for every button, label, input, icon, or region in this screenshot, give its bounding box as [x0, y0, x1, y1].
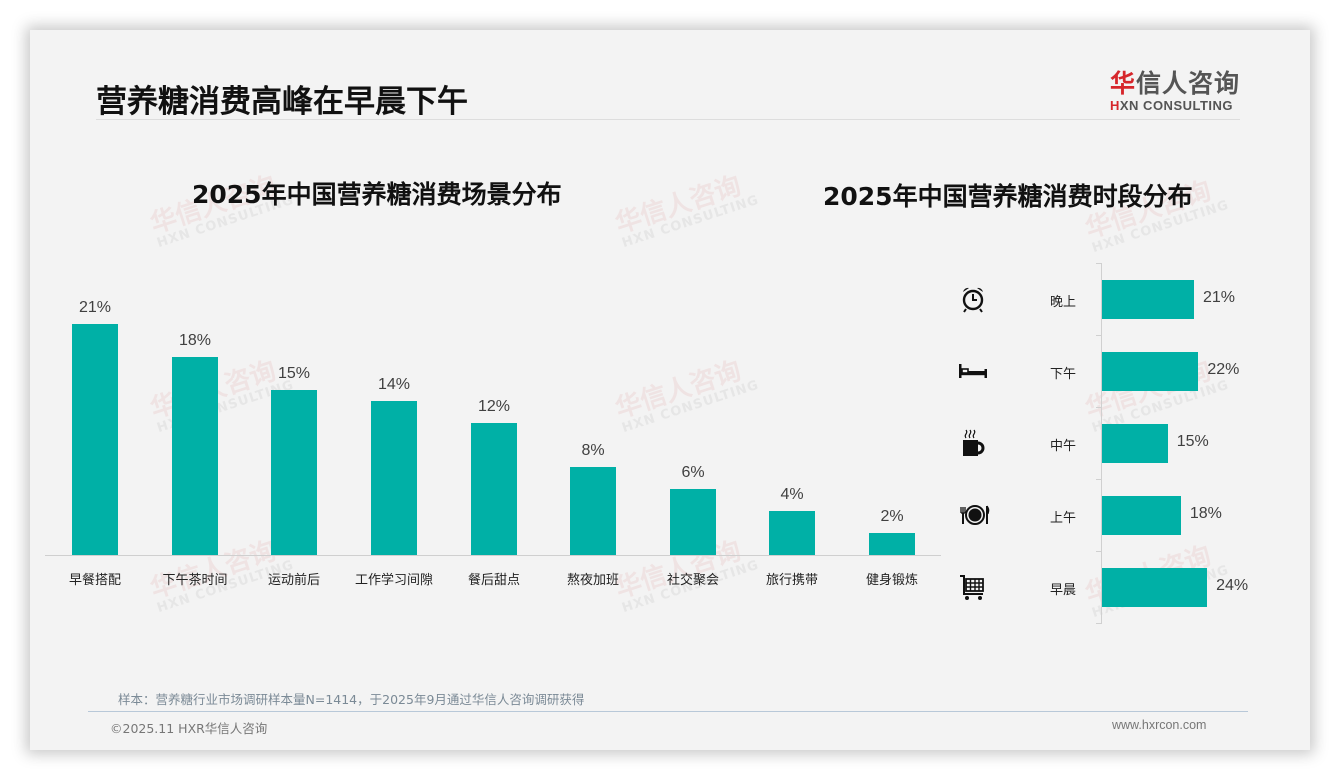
logo-cn-rest: 信人咨询 — [1136, 69, 1241, 98]
watermark-en: HXN CONSULTING — [620, 377, 761, 437]
scene-bar-value: 12% — [477, 398, 511, 415]
logo-cn-accent: 华 — [1110, 69, 1137, 98]
x-axis-line — [45, 555, 941, 556]
shopping-cart-icon — [958, 572, 988, 602]
time-bar-value: 21% — [1202, 289, 1235, 306]
time-bar-value: 22% — [1207, 361, 1240, 378]
alarm-clock-icon — [958, 284, 988, 314]
time-category-label: 下午 — [1050, 367, 1077, 382]
scene-bar — [471, 423, 517, 555]
scene-category-label: 早餐搭配 — [68, 573, 121, 588]
plate-cutlery-icon — [958, 500, 990, 530]
scene-bar-value: 21% — [78, 299, 112, 316]
bed-icon — [958, 356, 988, 386]
brand-logo: 华信人咨询 HXN CONSULTING — [1110, 64, 1250, 113]
time-bar — [1102, 423, 1168, 463]
scene-bar-value: 14% — [377, 376, 411, 393]
y-axis-line — [1101, 263, 1102, 624]
time-category-label: 晚上 — [1050, 295, 1077, 310]
scene-bar-value: 8% — [581, 442, 605, 459]
scene-category-label: 健身锻炼 — [865, 573, 918, 588]
logo-en-rest: XN CONSULTING — [1119, 98, 1234, 113]
scene-bar — [869, 533, 915, 555]
logo-chinese: 华信人咨询 — [1110, 64, 1250, 100]
time-bar — [1102, 351, 1199, 391]
logo-english: HXN CONSULTING — [1110, 98, 1250, 113]
scene-category-label: 餐后甜点 — [467, 573, 520, 588]
title-divider — [96, 119, 1240, 120]
coffee-mug-icon — [958, 428, 988, 458]
scene-bar — [371, 401, 417, 555]
time-chart-title: 2025年中国营养糖消费时段分布 — [823, 182, 1193, 211]
y-axis-tick — [1096, 407, 1101, 408]
sample-note: 样本：营养糖行业市场调研样本量N=1414，于2025年9月通过华信人咨询调研获… — [118, 692, 585, 707]
scene-category-label: 旅行携带 — [765, 573, 818, 588]
time-bar — [1102, 495, 1181, 535]
scene-category-label: 下午茶时间 — [162, 573, 228, 588]
y-axis-tick — [1096, 551, 1101, 552]
scene-bar-value: 6% — [681, 464, 705, 481]
slide: 营养糖消费高峰在早晨下午 华信人咨询 HXN CONSULTING 华信人咨询 H… — [30, 30, 1310, 750]
scene-bar-value: 4% — [780, 486, 804, 503]
logo-en-accent: H — [1110, 98, 1120, 113]
y-axis-tick — [1096, 623, 1101, 624]
scene-category-label: 工作学习间隙 — [354, 573, 433, 588]
scene-bar-value: 15% — [277, 365, 311, 382]
scene-bar — [769, 511, 815, 555]
footer-divider — [88, 711, 1248, 712]
time-category-label: 上午 — [1050, 511, 1077, 526]
scene-bar-value: 2% — [880, 508, 904, 525]
scene-bar-value: 18% — [178, 332, 212, 349]
time-bar-value: 15% — [1176, 433, 1209, 450]
scene-chart-title: 2025年中国营养糖消费场景分布 — [192, 180, 562, 209]
scene-category-label: 熬夜加班 — [566, 573, 619, 588]
watermark-en: HXN CONSULTING — [620, 192, 761, 252]
scene-category-label: 运动前后 — [267, 573, 320, 588]
time-bar-value: 18% — [1189, 505, 1222, 522]
y-axis-tick — [1096, 263, 1101, 264]
time-bar — [1102, 279, 1194, 319]
website-link[interactable]: www.hxrcon.com — [1112, 718, 1207, 732]
scene-bar — [172, 357, 218, 555]
copyright: ©2025.11 HXR华信人咨询 — [110, 721, 268, 736]
y-axis-tick — [1096, 335, 1101, 336]
scene-bar — [670, 489, 716, 555]
time-category-label: 早晨 — [1050, 583, 1077, 598]
page-title: 营养糖消费高峰在早晨下午 — [96, 84, 468, 120]
scene-category-label: 社交聚会 — [666, 573, 719, 588]
scene-bar — [72, 324, 118, 555]
watermark-cn: 华信人咨询 — [611, 170, 745, 240]
scene-bar — [570, 467, 616, 555]
scene-bar — [271, 390, 317, 555]
watermark-cn: 华信人咨询 — [611, 355, 745, 425]
time-bar-value: 24% — [1216, 577, 1249, 594]
y-axis-tick — [1096, 479, 1101, 480]
time-category-label: 中午 — [1050, 439, 1077, 454]
time-bar — [1102, 567, 1208, 607]
